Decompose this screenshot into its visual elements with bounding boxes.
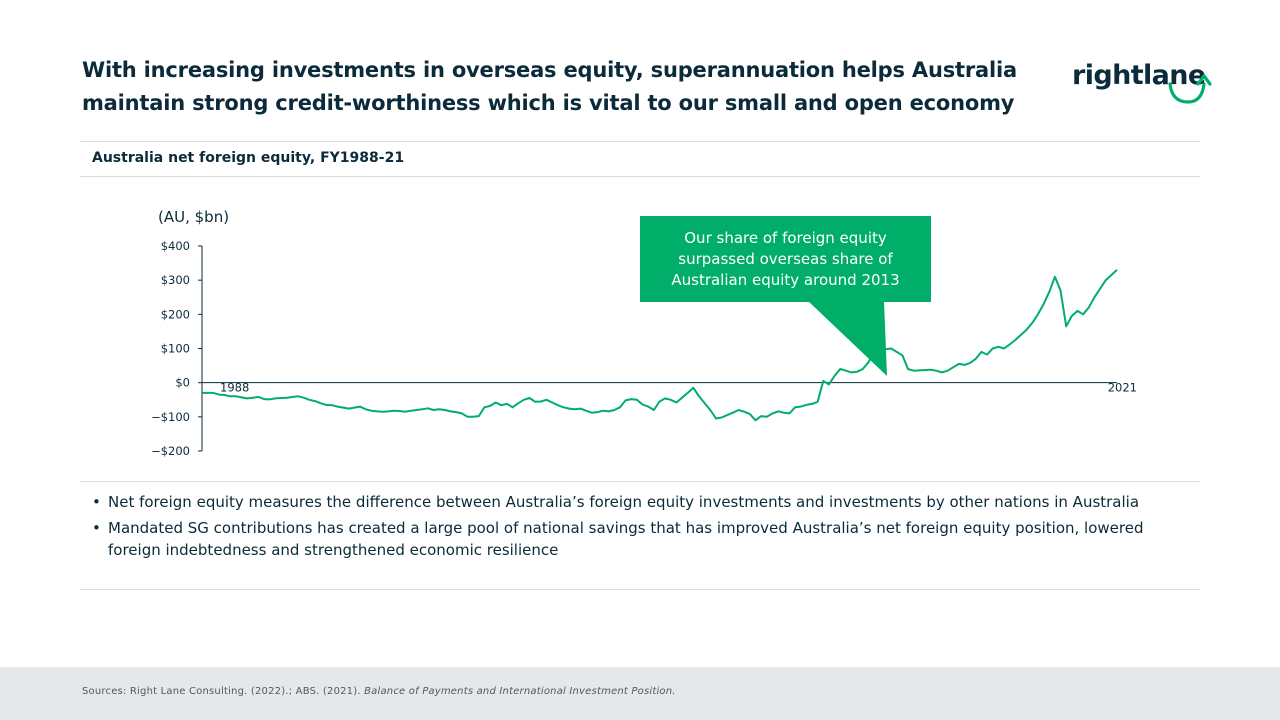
page-title-line-1: With increasing investments in overseas … [82, 58, 1017, 82]
bullet-item: Mandated SG contributions has created a … [92, 517, 1182, 561]
unit-label: (AU, $bn) [158, 208, 230, 226]
net-foreign-equity-chart: $400 $300 $200 $100 $0 −$100 −$200 1988 2021 [151, 239, 1137, 458]
y-tick-label: $300 [161, 273, 190, 287]
annotation-line-2: surpassed overseas share of [678, 250, 893, 268]
annotation-line-1: Our share of foreign equity [684, 229, 887, 247]
page-title-line-2: maintain strong credit-worthiness which … [82, 91, 1015, 115]
return-arrow-icon [1168, 74, 1212, 104]
net-foreign-equity-line [202, 269, 1118, 422]
annotation-pointer [808, 301, 887, 376]
source-title: Balance of Payments and International In… [364, 686, 676, 697]
logo-text: rightlane [1072, 60, 1206, 91]
annotation-callout: Our share of foreign equity surpassed ov… [640, 216, 931, 302]
divider-bottom [80, 589, 1200, 590]
annotation-line-3: Australian equity around 2013 [671, 271, 900, 289]
x-start-label: 1988 [220, 381, 249, 395]
bullet-item: Net foreign equity measures the differen… [92, 491, 1182, 513]
y-tick-label: $400 [161, 239, 190, 253]
divider-subtitle [80, 176, 1200, 177]
y-tick-label: $100 [161, 342, 190, 356]
page-title: With increasing investments in overseas … [82, 54, 1042, 120]
bullet-list: Net foreign equity measures the differen… [92, 491, 1182, 565]
source-note: Sources: Right Lane Consulting. (2022).;… [82, 686, 676, 697]
y-tick-label: $0 [175, 376, 190, 390]
y-tick-label: $200 [161, 307, 190, 321]
chart-subtitle: Australia net foreign equity, FY1988-21 [92, 150, 405, 166]
divider-top [80, 141, 1200, 142]
y-tick-label: −$200 [151, 444, 190, 458]
divider-chart-bottom [80, 481, 1200, 482]
x-end-label: 2021 [1108, 381, 1137, 395]
y-tick-label: −$100 [151, 410, 190, 424]
footer: Sources: Right Lane Consulting. (2022).;… [0, 667, 1280, 720]
rightlane-logo: rightlane [1070, 56, 1212, 108]
source-prefix: Sources: Right Lane Consulting. (2022).;… [82, 686, 365, 697]
